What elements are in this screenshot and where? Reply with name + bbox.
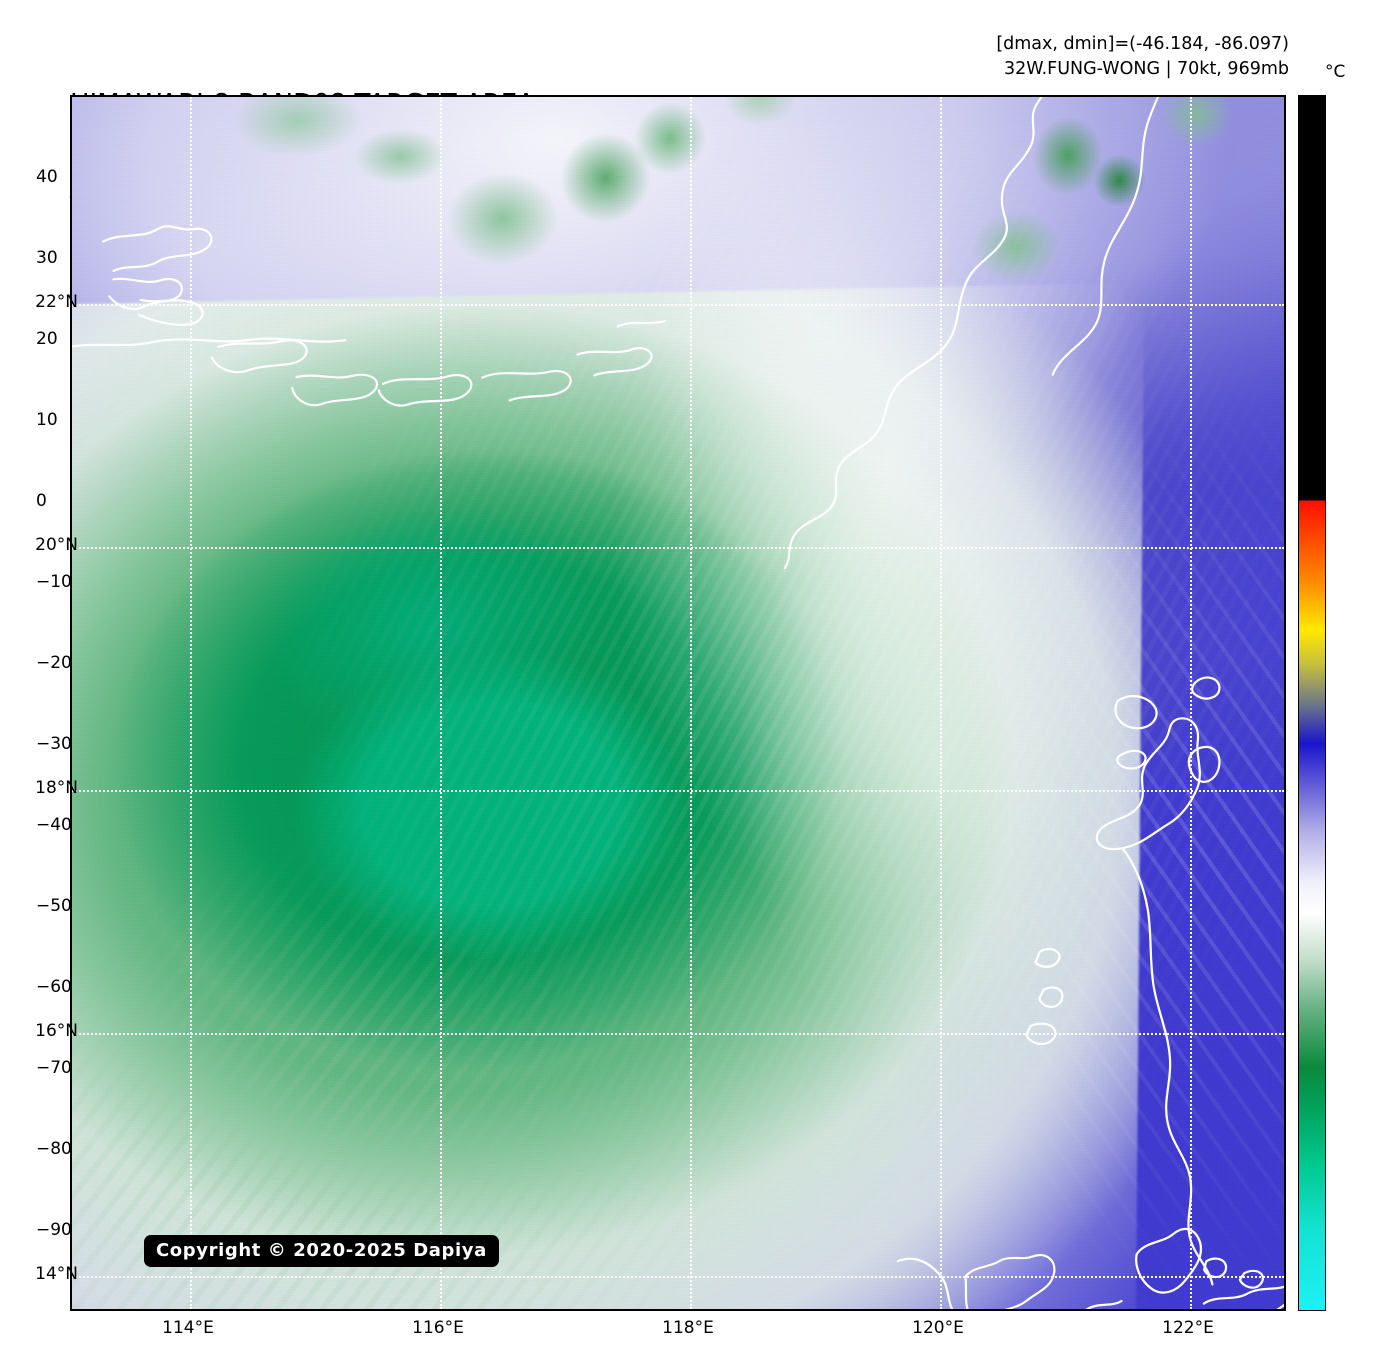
taiwan-west-shore: [1121, 847, 1192, 1238]
metadata-block: [dmax, dmin]=(-46.184, -86.097) 32W.FUNG…: [996, 32, 1289, 83]
ytick-22: 22°N: [35, 292, 78, 312]
islet-small-4: [1033, 947, 1061, 968]
satellite-swath-container: [72, 97, 1284, 1309]
cbtick-m50: −50: [36, 896, 72, 916]
luzon-central-coast: [1202, 1283, 1284, 1305]
cbtick-40: 40: [36, 167, 58, 187]
luzon-inner-line: [1084, 1299, 1123, 1309]
islet-small-2: [1115, 749, 1147, 770]
nw-islets-6: [377, 373, 473, 407]
ytick-16: 16°N: [35, 1021, 78, 1041]
islet-small-3: [1187, 745, 1221, 783]
colorbar-unit-label: °C: [1325, 62, 1346, 82]
nw-islets-5: [290, 373, 378, 406]
cbtick-30: 30: [36, 248, 58, 268]
xtick-122: 122°E: [1162, 1318, 1214, 1338]
satellite-image-plot[interactable]: Copyright © 2020-2025 Dapiya: [70, 95, 1286, 1311]
cbtick-m80: −80: [36, 1139, 72, 1159]
cbtick-m30: −30: [36, 734, 72, 754]
coastline-overlay: [72, 97, 1284, 1309]
temperature-colorbar[interactable]: [1298, 95, 1326, 1311]
islet-small-1: [1190, 676, 1221, 700]
nw-islets-4: [210, 338, 308, 373]
nw-islets-8: [576, 346, 653, 377]
ytick-18: 18°N: [35, 778, 78, 798]
nw-islets-2: [107, 277, 183, 310]
nw-coast-line: [72, 337, 347, 349]
cbtick-m70: −70: [36, 1058, 72, 1078]
nw-islets-7: [480, 369, 572, 402]
xtick-114: 114°E: [162, 1318, 214, 1338]
cbtick-m10: −10: [36, 572, 72, 592]
islet-pratas: [1114, 694, 1158, 729]
ytick-14: 14°N: [35, 1264, 78, 1284]
cbtick-m60: −60: [36, 977, 72, 997]
islet-babuyan-1: [1202, 1257, 1227, 1278]
nw-islets-9: [616, 319, 666, 328]
cbtick-m90: −90: [36, 1220, 72, 1240]
luzon-northwest-coast: [896, 1257, 1042, 1309]
xtick-116: 116°E: [412, 1318, 464, 1338]
islet-small-5: [1037, 985, 1064, 1008]
cbtick-10: 10: [36, 410, 58, 430]
cbtick-20: 20: [36, 329, 58, 349]
islet-small-6: [1024, 1022, 1057, 1045]
china-river-inlet: [1051, 97, 1177, 376]
cbtick-0: 0: [36, 491, 47, 511]
satellite-swath: [72, 97, 1284, 1309]
nw-islets-3: [137, 298, 204, 326]
taiwan-coastline: [1095, 716, 1201, 850]
data-range-label: [dmax, dmin]=(-46.184, -86.097): [996, 34, 1289, 54]
luzon-se-bay: [1250, 1293, 1284, 1309]
luzon-north-inlet: [1134, 1227, 1202, 1294]
storm-info-label: 32W.FUNG-WONG | 70kt, 969mb: [1004, 59, 1289, 80]
china-coastline: [783, 97, 1058, 569]
colorbar-gradient: [1299, 96, 1325, 1310]
cbtick-m20: −20: [36, 653, 72, 673]
luzon-bay-1: [963, 1253, 1056, 1309]
copyright-watermark: Copyright © 2020-2025 Dapiya: [144, 1235, 499, 1267]
cbtick-m40: −40: [36, 815, 72, 835]
xtick-118: 118°E: [662, 1318, 714, 1338]
ytick-20: 20°N: [35, 535, 78, 555]
nw-islets-1: [101, 224, 213, 272]
xtick-120: 120°E: [912, 1318, 964, 1338]
islet-babuyan-2: [1238, 1269, 1264, 1289]
